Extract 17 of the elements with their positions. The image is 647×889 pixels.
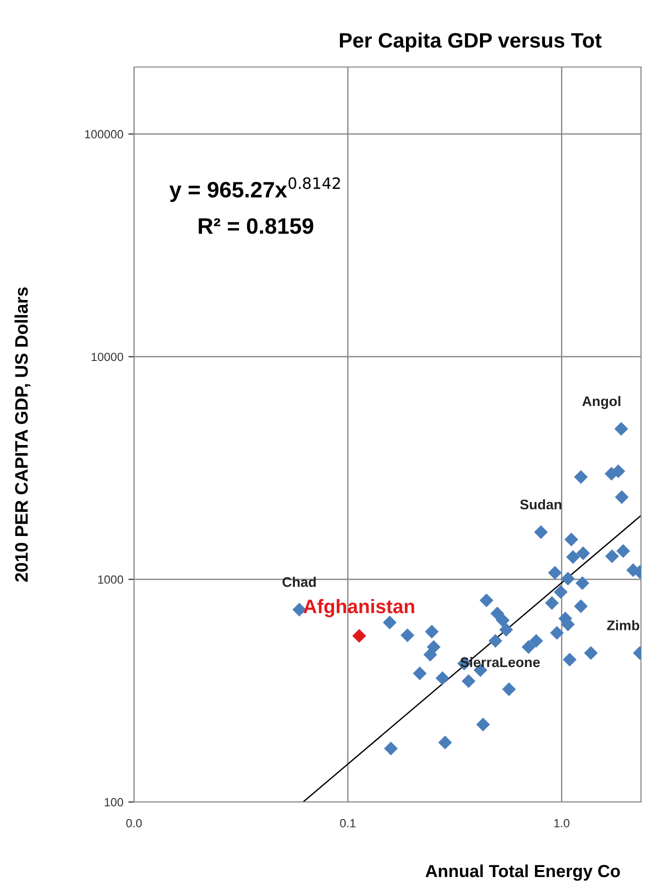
x-tick-label: 1.0: [554, 818, 570, 828]
x-axis-title: Annual Total Energy Co: [426, 864, 620, 881]
y-tick-label: 1000: [98, 575, 124, 584]
annotation: Angol: [582, 396, 620, 409]
x-tick-label: 0.0: [126, 818, 142, 828]
annotation: Sudan: [520, 499, 562, 510]
chart-title: Per Capita GDP versus Tot: [340, 32, 602, 52]
annotation: Zimb: [607, 620, 640, 630]
y-tick-label: 100: [104, 798, 124, 806]
annotation: R² = 0.8159: [198, 218, 314, 234]
y-tick-label: 100000: [85, 130, 124, 138]
series-label: Afghanistan: [303, 599, 414, 618]
annotation: y = 965.27x$^{0.8142}$: [169, 177, 340, 202]
y-tick-label: 10000: [92, 352, 124, 362]
x-tick-label: 0.1: [340, 818, 356, 828]
y-axis-title: 2010 PER CAPITA GDP, US Dollars: [14, 287, 30, 582]
annotation: Chad: [282, 576, 316, 587]
